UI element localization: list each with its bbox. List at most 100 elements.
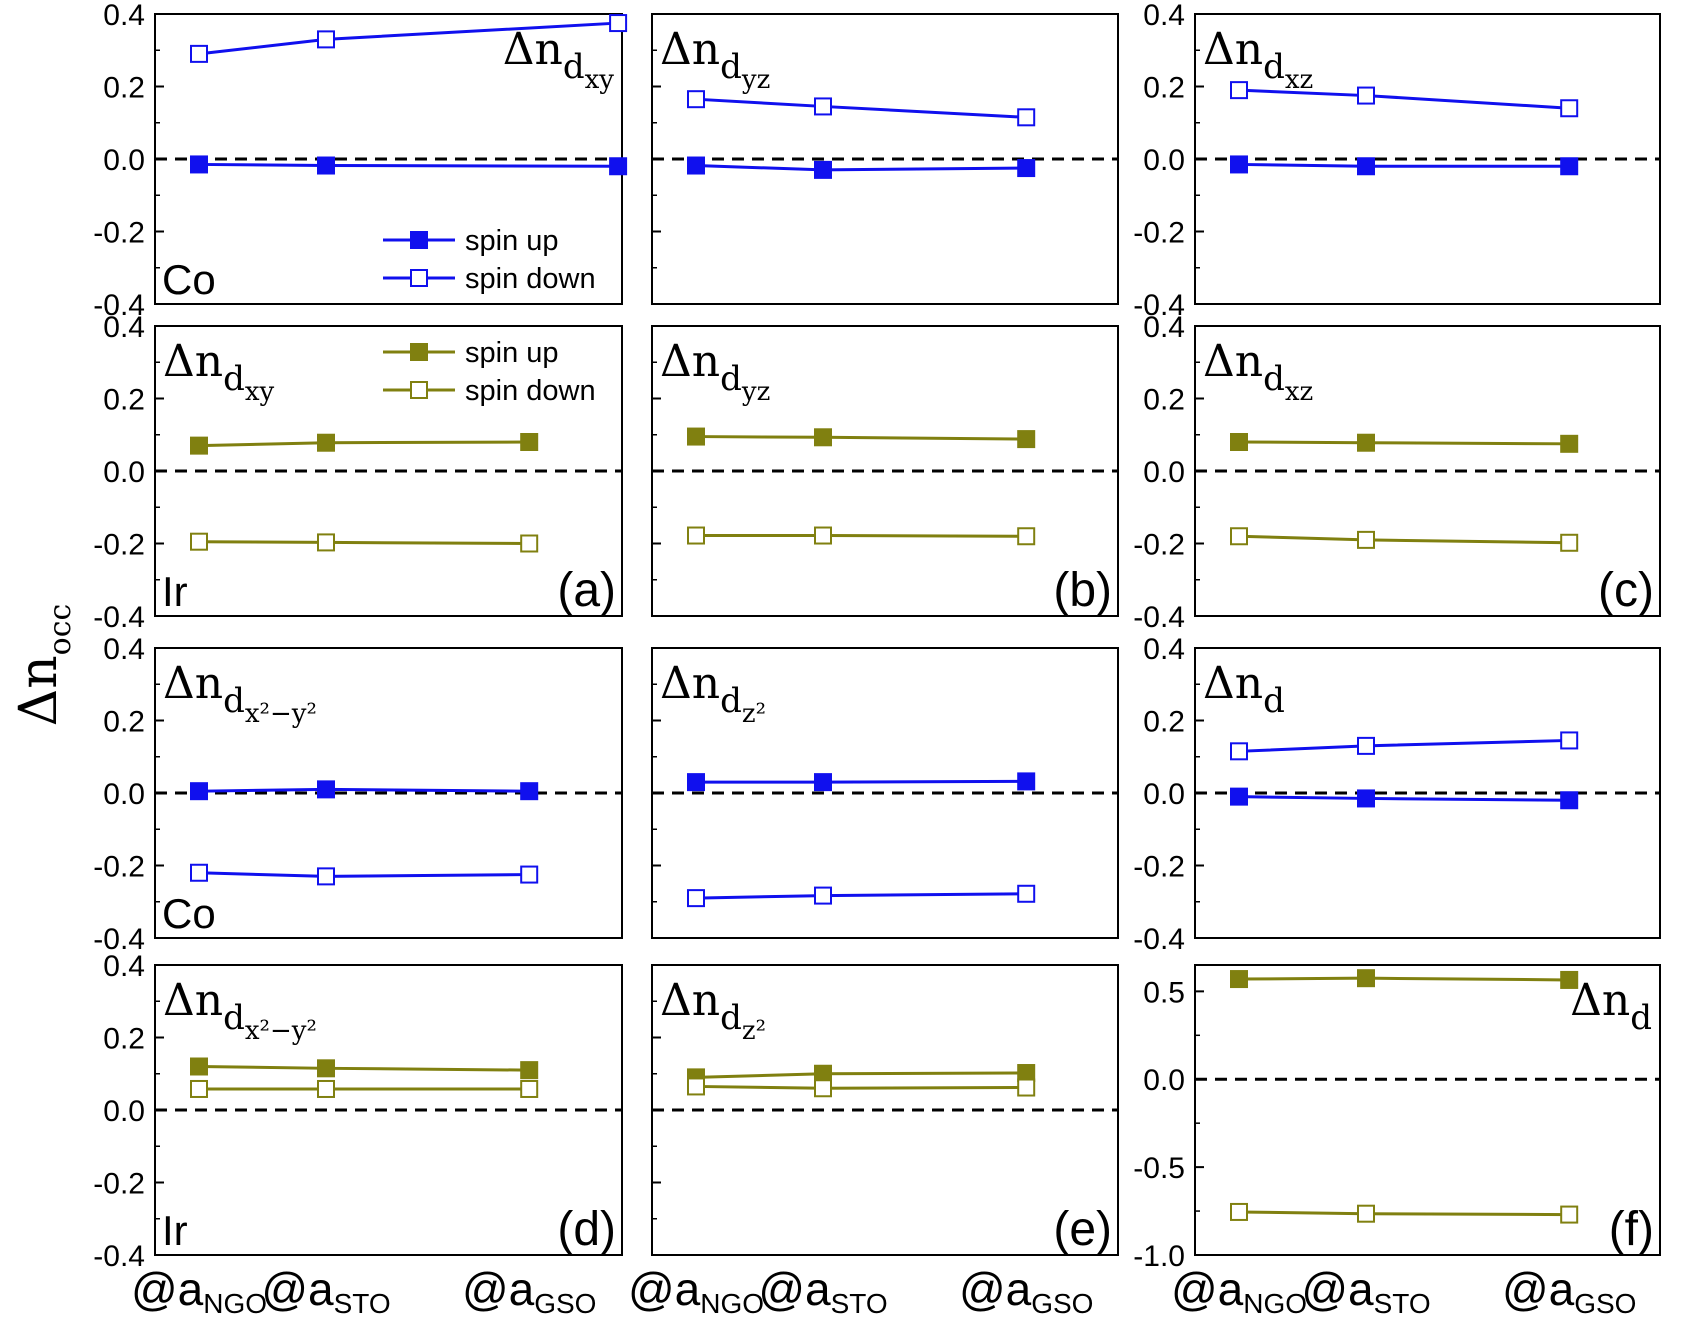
series-line-spin-up	[1238, 440, 1570, 446]
data-point-spin-up	[1560, 791, 1579, 810]
data-point-spin-down	[1230, 527, 1248, 546]
data-point-spin-up	[1017, 430, 1036, 449]
data-point-spin-down	[520, 865, 539, 884]
data-point-spin-up	[317, 156, 335, 175]
data-point-spin-up	[1357, 433, 1375, 452]
orbital-label-main: Δn	[503, 24, 563, 75]
series-line-spin-down	[696, 534, 1027, 538]
y-tick-label: -0.4	[93, 1240, 145, 1273]
legend-marker	[410, 381, 428, 399]
orbital-label-subsub: z²	[742, 1016, 766, 1046]
data-point-spin-up	[609, 157, 628, 176]
legend-label: spin up	[465, 337, 559, 369]
series-line-spin-down	[695, 892, 1027, 900]
data-point-spin-down	[1560, 99, 1579, 118]
orbital-label-main: Δn	[1570, 975, 1630, 1026]
orbital-label: Δndxy	[163, 336, 275, 407]
panel-co-dz2: Δndz²	[651, 647, 1119, 939]
element-label: Ir	[162, 568, 188, 615]
y-tick-label: 0.2	[103, 384, 145, 417]
orbital-label-sub: d	[1630, 998, 1652, 1038]
data-point-spin-up	[520, 1061, 539, 1080]
element-label: Co	[162, 256, 216, 303]
panel-co-d: 0.4 0.2 0.0 -0.2 -0.4 Δnd	[1133, 633, 1661, 956]
series-line-spin-up	[198, 440, 530, 448]
data-point-spin-down	[814, 886, 832, 905]
y-tick-label: 0.4	[1143, 0, 1185, 32]
orbital-label-subsub: x²−y²	[245, 699, 317, 729]
orbital-label: Δndyz	[660, 24, 770, 95]
data-point-spin-down	[520, 1079, 539, 1098]
data-point-spin-down	[1357, 86, 1375, 105]
data-point-spin-up	[687, 427, 705, 446]
data-point-spin-up	[317, 1059, 335, 1078]
y-tick-label: 0.4	[103, 311, 145, 344]
data-point-spin-up	[190, 782, 208, 801]
legend-label: spin down	[465, 375, 596, 407]
series-line-spin-up	[1238, 795, 1570, 802]
data-point-spin-down	[687, 1077, 705, 1096]
data-point-spin-up	[520, 782, 539, 801]
y-tick-label: -0.4	[93, 289, 145, 322]
orbital-label-main: Δn	[1203, 336, 1263, 387]
panel-ir-dz2: Δndz² (e)	[651, 964, 1119, 1256]
y-tick-label: 0.2	[103, 706, 145, 739]
x-category-label: @aSTO	[261, 1263, 390, 1319]
y-tick-label: 0.4	[103, 950, 145, 983]
panel-ir-d: 0.5 0.0 -0.5 -1.0 Δnd (f)	[1133, 964, 1661, 1273]
orbital-label-main: Δn	[660, 975, 720, 1026]
panel-co-dxz: 0.4 0.2 0.0 -0.2 -0.4 Δndxz	[1133, 0, 1661, 322]
y-tick-label: -0.5	[1133, 1152, 1185, 1185]
orbital-label-sub: d	[223, 998, 245, 1038]
y-tick-label: -0.4	[93, 923, 145, 956]
legend-item-spin-down: spin down	[383, 263, 596, 295]
data-point-spin-down	[190, 44, 208, 63]
orbital-label-sub: d	[720, 998, 742, 1038]
y-tick-label: -0.2	[93, 1168, 145, 1201]
panel-letter: (f)	[1609, 1203, 1654, 1256]
orbital-label-subsub: xy	[585, 65, 615, 95]
series-line-spin-up	[198, 787, 530, 793]
series-line-spin-down	[198, 871, 530, 878]
orbital-label-main: Δn	[163, 658, 223, 709]
legend-item-spin-up: spin up	[383, 337, 559, 369]
series-line-spin-up	[1238, 976, 1570, 982]
element-label: Co	[162, 890, 216, 937]
legend-marker	[410, 269, 428, 287]
orbital-label-main: Δn	[660, 336, 720, 387]
y-tick-label: 0.4	[103, 0, 145, 32]
panel-co-dxy: 0.4 0.2 0.0 -0.2 -0.4 Δndxy Co spin up spin down	[93, 0, 628, 322]
data-point-spin-down	[1560, 1205, 1579, 1224]
x-category-label: @aNGO	[1171, 1263, 1307, 1319]
data-point-spin-up	[1230, 433, 1248, 451]
panel-co-dx2y2: 0.4 0.2 0.0 -0.2 -0.4 Δndx²−y² Co	[93, 633, 623, 956]
y-tick-label: -0.2	[93, 851, 145, 884]
x-category-labels: @aNGO@aSTO @aGSO @aNGO@aSTO @aGSO @aNGO@aSTO…	[131, 1263, 1636, 1319]
panel-co-dyz: Δndyz	[651, 13, 1119, 305]
data-point-spin-down	[687, 526, 705, 545]
orbital-label-subsub: x²−y²	[245, 1016, 317, 1046]
data-point-spin-down	[1017, 884, 1036, 903]
data-point-spin-up	[190, 1057, 208, 1076]
orbital-label-sub: d	[223, 359, 245, 399]
x-category-label: @aGSO	[959, 1263, 1094, 1319]
orbital-label: Δndx²−y²	[163, 975, 317, 1046]
data-point-spin-down	[520, 534, 539, 553]
data-point-spin-down	[1560, 731, 1579, 750]
y-tick-label: 0.0	[103, 778, 145, 811]
data-point-spin-down	[190, 532, 208, 551]
series-line-spin-up	[695, 435, 1027, 441]
orbital-label-sub: d	[720, 359, 742, 399]
y-tick-label: 0.2	[103, 1023, 145, 1056]
data-point-spin-up	[1357, 157, 1375, 176]
legend-label: spin down	[465, 263, 596, 295]
legend-marker	[410, 343, 428, 361]
data-point-spin-down	[190, 1079, 208, 1098]
series-line-spin-up	[198, 162, 619, 168]
data-point-spin-up	[814, 160, 832, 179]
series-line-spin-down	[695, 97, 1027, 119]
x-category-label: @aSTO	[1301, 1263, 1430, 1319]
orbital-label-subsub: xz	[1285, 377, 1313, 407]
series-line-spin-up	[696, 779, 1027, 784]
series-line-spin-down	[198, 540, 530, 545]
